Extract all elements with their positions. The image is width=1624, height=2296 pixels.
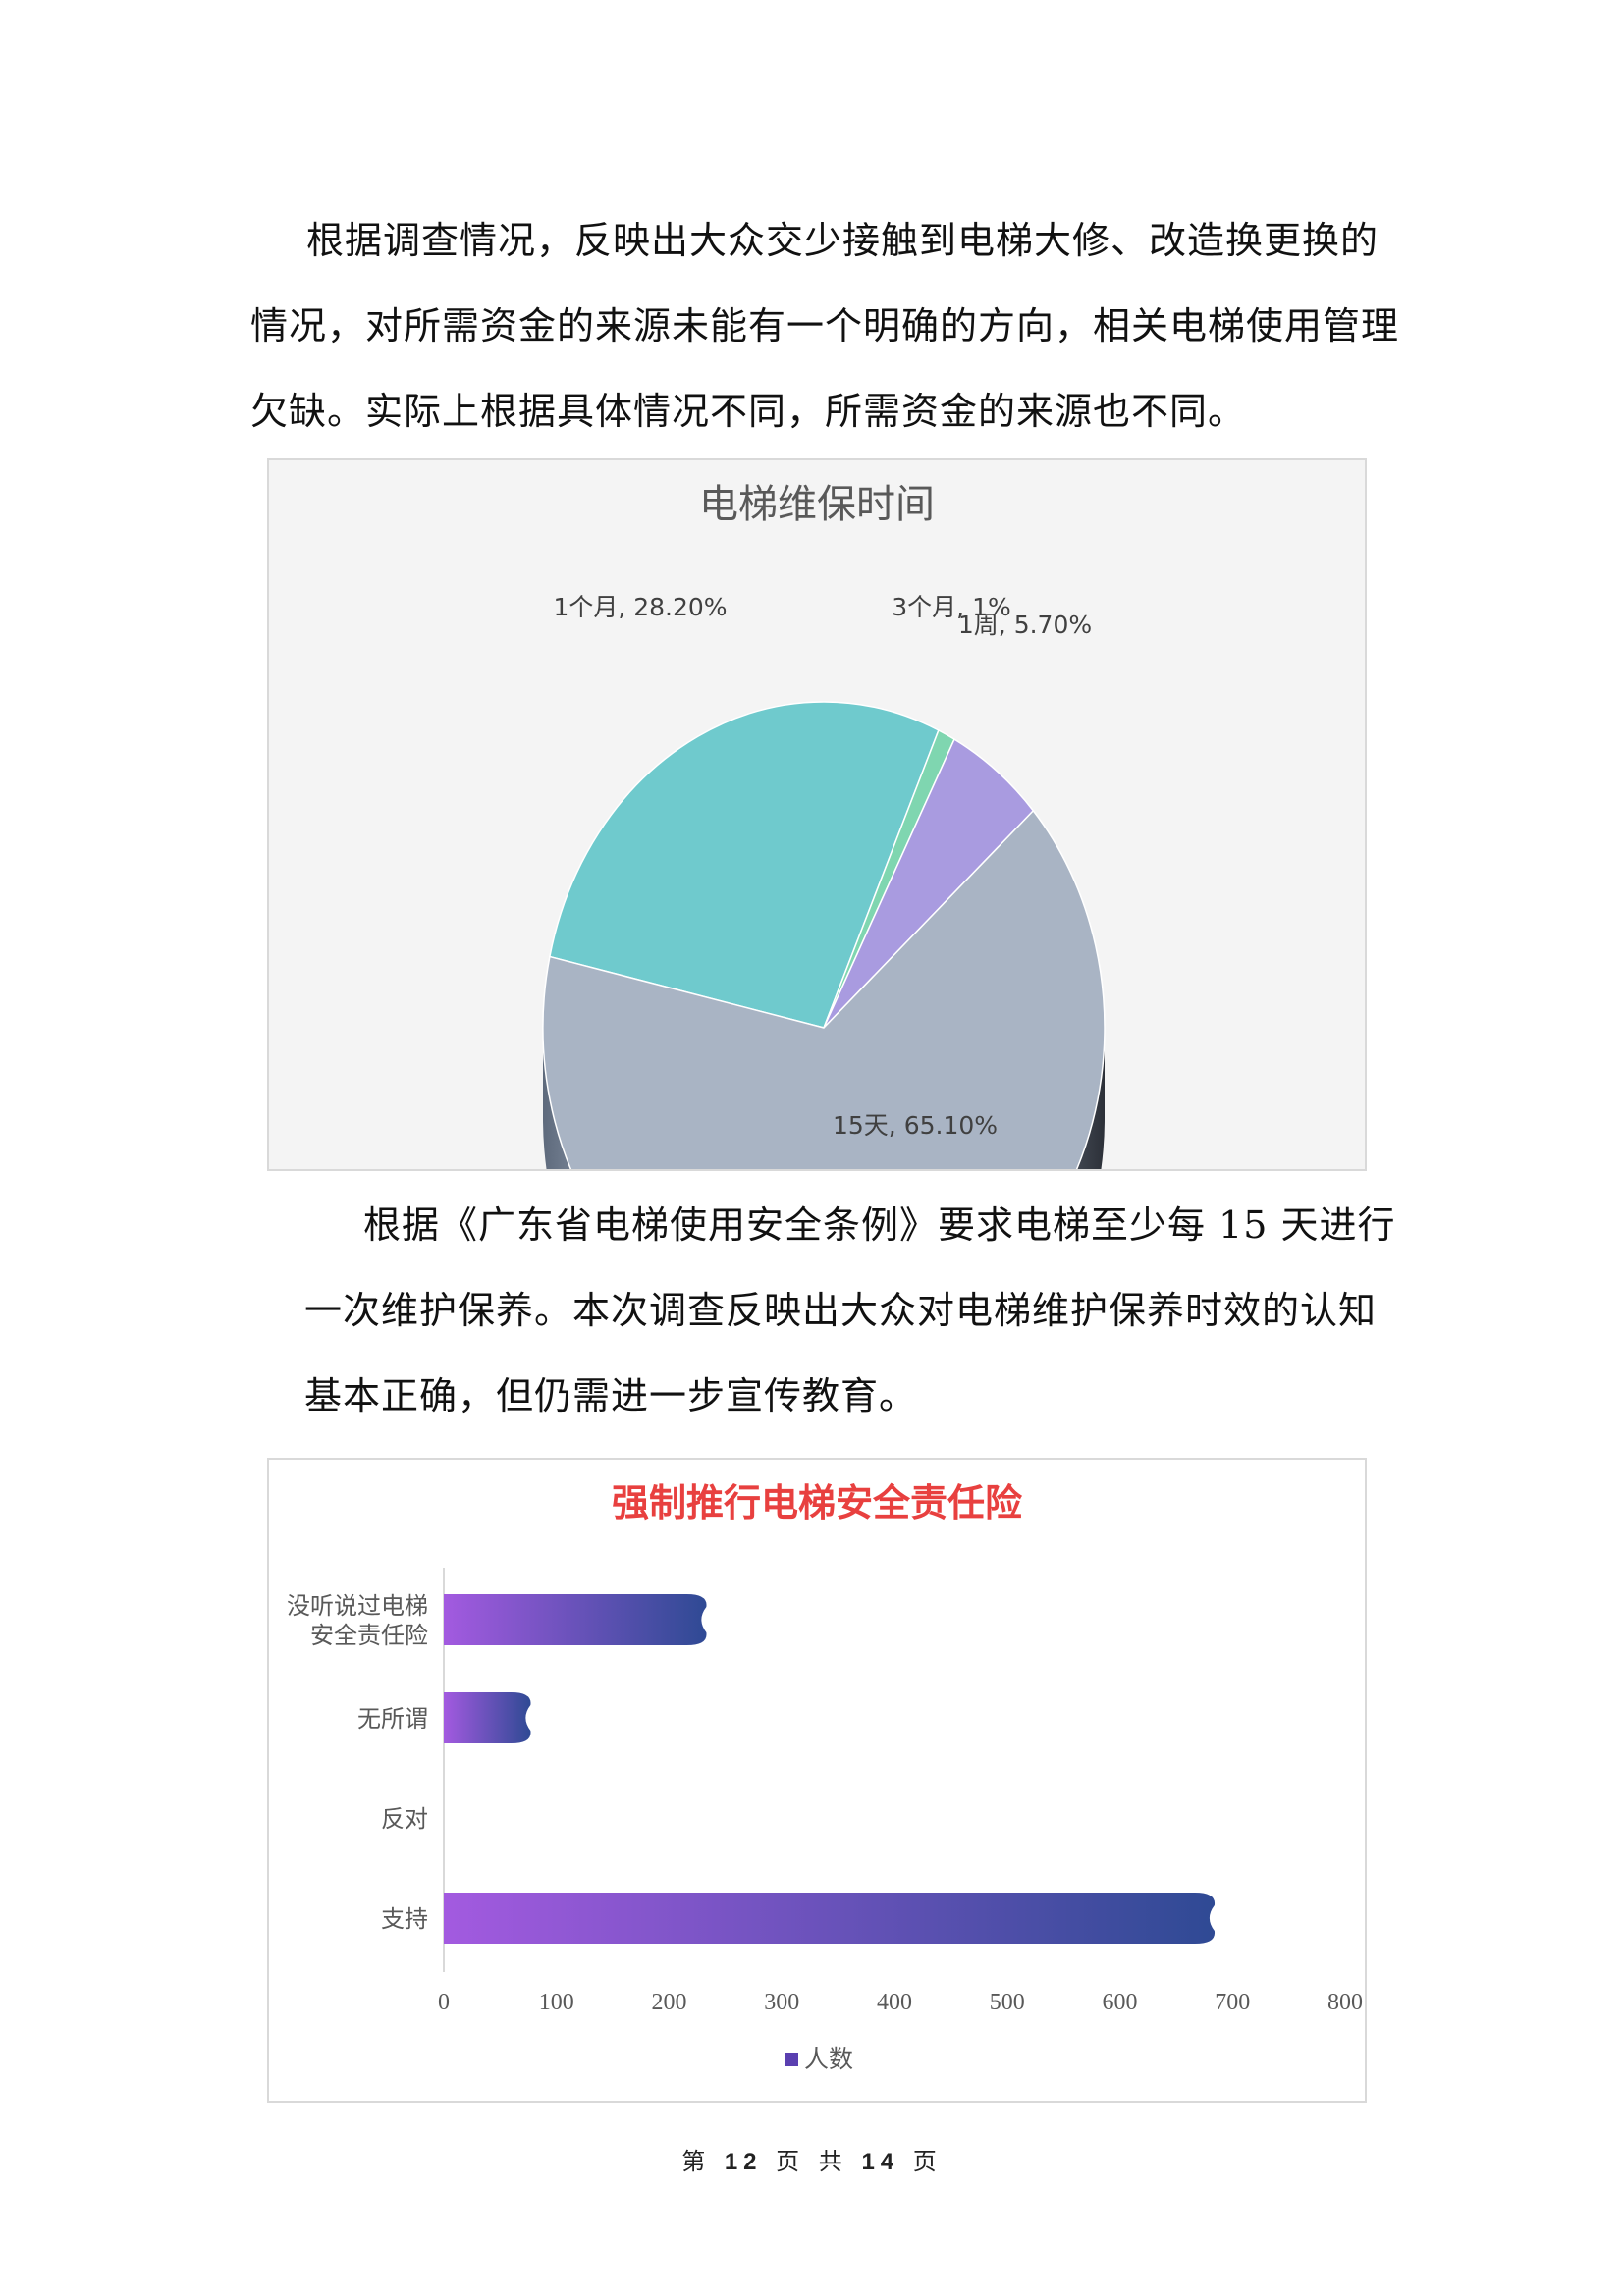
x-tick-label: 300 <box>764 1990 799 2015</box>
pie-chart-svg: 电梯维保时间 1个月, 28.20% 3个月, 1%1周, 5.70% 15天, 6… <box>542 482 1106 1169</box>
pie-data-label: 1个月, 28.20% <box>553 593 727 621</box>
category-label: 安全责任险 <box>310 1622 428 1649</box>
legend-swatch <box>785 2053 798 2066</box>
paragraph-1-line: 根据调查情况，反映出大众交少接触到电梯大修、改造换更换的 <box>306 219 1380 262</box>
paragraph-2: 根据《广东省电梯使用安全条例》要求电梯至少每 15 天进行 一次维护保养。本次调… <box>304 1183 1396 1439</box>
bar-支持 <box>444 1893 1216 1944</box>
paragraph-1-line: 情况，对所需资金的来源未能有一个明确的方向，相关电梯使用管理 <box>250 304 1400 347</box>
pie-slice-1个月 <box>549 701 940 1029</box>
x-tick-label: 0 <box>438 1990 450 2015</box>
category-label: 无所谓 <box>357 1705 428 1733</box>
x-tick-label: 700 <box>1215 1990 1250 2015</box>
footer-suffix: 页 <box>912 2148 943 2175</box>
category-label: 反对 <box>381 1805 428 1833</box>
footer-mid: 页 共 <box>776 2148 848 2175</box>
x-tick-label: 100 <box>539 1990 574 2015</box>
x-tick-label: 600 <box>1103 1990 1138 2015</box>
bar-chart-title: 强制推行电梯安全责任险 <box>612 1481 1023 1524</box>
footer-page-number: 12 <box>724 2149 763 2175</box>
pie-slice-15天 <box>542 809 1106 1169</box>
x-tick-label: 500 <box>990 1990 1025 2015</box>
bar-chart: 强制推行电梯安全责任险 没听说过电梯 安全责任险无所谓反对支持 0 100 200 300… <box>267 1458 1367 2103</box>
paragraph-2-line: 基本正确，但仍需进一步宣传教育。 <box>304 1374 918 1417</box>
paragraph-1: 根据调查情况，反映出大众交少接触到电梯大修、改造换更换的 情况，对所需资金的来源… <box>250 198 1399 454</box>
pie-title: 电梯维保时间 <box>699 482 935 527</box>
category-label: 支持 <box>381 1905 428 1933</box>
page-footer: 第 12 页 共 14 页 <box>0 2142 1624 2176</box>
bar-没听说过电梯安全责任险 <box>444 1594 707 1645</box>
pie-data-label: 15天, 65.10% <box>833 1111 998 1140</box>
x-tick-label: 400 <box>877 1990 912 2015</box>
pie-chart: 电梯维保时间 1个月, 28.20% 3个月, 1% 1周, 5.70% 15天, 6… <box>267 458 1367 1171</box>
footer-total-pages: 14 <box>861 2149 900 2175</box>
x-tick-label: 200 <box>652 1990 687 2015</box>
category-label: 没听说过电梯 <box>287 1592 428 1620</box>
bar-无所谓 <box>444 1692 531 1743</box>
paragraph-2-line: 一次维护保养。本次调查反映出大众对电梯维护保养时效的认知 <box>304 1289 1378 1332</box>
pie-data-label: 3个月, 1% <box>892 593 1010 621</box>
pie-data-label: 1周, 5.70% <box>958 611 1092 639</box>
x-tick-label: 800 <box>1327 1990 1363 2015</box>
legend-label: 人数 <box>804 2045 853 2073</box>
paragraph-1-line: 欠缺。实际上根据具体情况不同，所需资金的来源也不同。 <box>250 390 1247 433</box>
paragraph-2-line: 根据《广东省电梯使用安全条例》要求电梯至少每 15 天进行 <box>363 1203 1396 1247</box>
footer-prefix: 第 <box>681 2148 712 2175</box>
